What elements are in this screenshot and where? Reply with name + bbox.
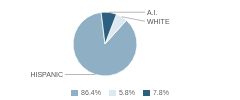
html-text:5.8%: 5.8%	[119, 89, 135, 96]
html-text:86.4%: 86.4%	[81, 89, 101, 96]
svg-text:WHITE: WHITE	[147, 18, 170, 25]
svg-text:A.I.: A.I.	[147, 9, 158, 16]
svg-text:HISPANIC: HISPANIC	[30, 71, 63, 78]
html-text:7.8%: 7.8%	[152, 89, 169, 96]
